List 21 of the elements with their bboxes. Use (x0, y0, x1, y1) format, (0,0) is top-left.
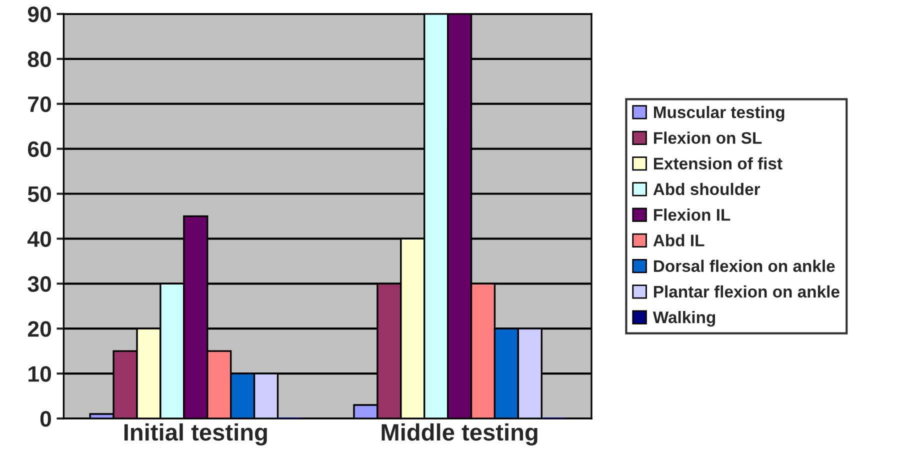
y-tick-label: 20 (28, 321, 51, 337)
y-tick-label: 80 (28, 51, 51, 68)
legend-label: Walking (652, 311, 716, 327)
legend-label: Abd IL (653, 234, 704, 246)
y-tick-label: 0 (40, 411, 51, 427)
legend-label: Muscular testing (654, 106, 784, 122)
legend-label: Dorsal flexion on ankle (654, 260, 835, 272)
y-tick-label: 30 (28, 276, 51, 292)
x-tick-label: Initial testing (124, 423, 267, 446)
y-tick-label: 60 (28, 141, 51, 158)
legend-label: Abd shoulder (653, 182, 760, 196)
legend-label: Flexion on SL (654, 132, 762, 144)
y-tick-label: 90 (28, 6, 51, 22)
legend-label: Extension of fist (654, 157, 782, 170)
legend-label: Flexion IL (654, 208, 730, 221)
y-tick-label: 10 (28, 366, 51, 382)
y-tick-label: 40 (28, 231, 51, 247)
y-tick-label: 50 (28, 186, 51, 202)
legend-label: Plantar flexion on ankle (654, 285, 840, 298)
y-tick-label: 70 (28, 96, 51, 112)
x-tick-label: Middle testing (382, 423, 538, 446)
